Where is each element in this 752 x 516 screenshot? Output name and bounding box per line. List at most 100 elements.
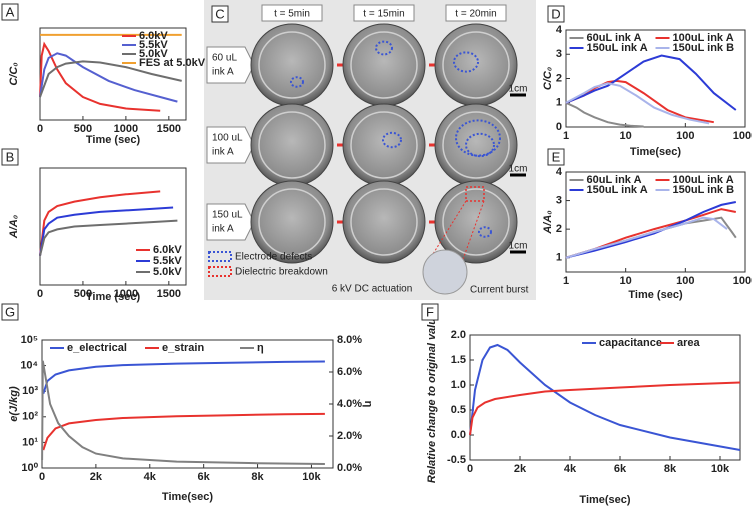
y-tick-label: 0.5 — [451, 404, 466, 416]
scale-label: 1cm — [509, 164, 528, 175]
y2-axis-label: η — [362, 401, 374, 408]
sample-electrode — [442, 188, 510, 256]
panel-letter: E — [552, 149, 561, 164]
legend-label: e_electrical — [67, 342, 127, 354]
legend-label: 6.0kV — [139, 30, 168, 42]
y-axis-label: C/C₀ — [8, 62, 20, 85]
x-tick-label: 1 — [563, 130, 569, 142]
defect-mark — [465, 132, 495, 158]
x-tick-label: 0 — [39, 471, 45, 483]
row-label: ink A — [212, 224, 234, 235]
legend-label: 150uL ink A — [587, 184, 648, 196]
y-tick-label: 10⁰ — [21, 462, 38, 474]
time-box — [353, 4, 415, 22]
panel-letter: F — [426, 304, 434, 319]
x-axis-label: Time(sec) — [162, 491, 213, 503]
series-line — [565, 101, 644, 128]
sample-photo — [250, 180, 334, 264]
legend-label: 5.5kV — [153, 255, 182, 267]
x-tick-label: 8k — [251, 471, 264, 483]
time-label: t = 15min — [363, 9, 404, 20]
panel-letter-box — [547, 148, 565, 166]
series-line — [565, 79, 714, 124]
y2-tick-label: 4.0% — [337, 398, 362, 410]
inset-connector — [427, 200, 485, 263]
legend-label: capacitance — [599, 337, 662, 349]
legend-label: 5.0kV — [153, 266, 182, 278]
legend-label: η — [257, 342, 264, 354]
y-tick-label: 2 — [556, 72, 562, 84]
legend-label: area — [677, 337, 701, 349]
x-tick-label: 10 — [620, 130, 632, 142]
time-label: t = 20min — [455, 9, 496, 20]
x-axis-label: Time (sec) — [628, 289, 683, 301]
x-tick-label: 1000 — [733, 130, 752, 142]
y-axis-label: C/C₀ — [542, 67, 554, 90]
x-axis-label: Time(sec) — [579, 494, 630, 506]
x-tick-label: 1000 — [114, 123, 138, 135]
x-tick-label: 500 — [74, 288, 92, 300]
y2-tick-label: 2.0% — [337, 430, 362, 442]
panel-letter: D — [551, 6, 560, 21]
y-axis-label: Relative change to original value — [426, 312, 438, 483]
sample-electrode — [258, 111, 326, 179]
y-tick-label: 0 — [556, 121, 562, 133]
series-line — [565, 82, 710, 125]
sample-photo — [342, 103, 426, 187]
panel-letter-box — [211, 5, 229, 23]
panel-letter: C — [215, 6, 224, 21]
series-line — [39, 190, 161, 256]
defect-mark — [453, 51, 479, 73]
time-label: t = 5min — [274, 9, 310, 20]
row-tag — [206, 126, 255, 164]
sample-electrode — [258, 31, 326, 99]
breakdown-mark — [465, 186, 485, 202]
x-tick-label: 100 — [676, 130, 694, 142]
series-line — [39, 60, 182, 98]
panel-letter-box — [547, 5, 565, 23]
y-axis-label: e(J/kg) — [8, 386, 20, 422]
y-tick-label: 2 — [556, 223, 562, 235]
y-tick-label: 0.0 — [451, 429, 466, 441]
y-tick-label: -0.5 — [447, 454, 466, 466]
y-tick-label: 4 — [556, 24, 563, 36]
series-line — [39, 52, 178, 103]
series-line — [39, 219, 178, 257]
series-line — [39, 41, 161, 112]
y2-tick-label: 8.0% — [337, 334, 362, 346]
x-tick-label: 10 — [620, 275, 632, 287]
y2-tick-label: 6.0% — [337, 366, 362, 378]
inset-photo — [422, 249, 468, 295]
legend-box-breakdown — [208, 266, 232, 277]
inset-label: Current burst — [470, 285, 529, 296]
x-tick-label: 1 — [563, 275, 569, 287]
legend-label: Dielectric breakdown — [235, 267, 328, 278]
row-label: ink A — [212, 67, 234, 78]
row-label: 100 uL — [212, 133, 243, 144]
sample-electrode — [350, 188, 418, 256]
x-tick-label: 500 — [74, 123, 92, 135]
scale-label: 1cm — [509, 241, 528, 252]
panel-letter: G — [5, 304, 15, 319]
x-tick-label: 6k — [198, 471, 211, 483]
sample-photo — [342, 180, 426, 264]
row-tag — [206, 46, 255, 84]
plot-frame — [565, 171, 746, 273]
series-line — [469, 381, 741, 436]
panel-letter-box — [1, 303, 19, 321]
sample-photo — [250, 103, 334, 187]
x-tick-label: 2k — [514, 463, 527, 475]
x-axis-label: Time (sec) — [86, 134, 141, 146]
sample-photo — [434, 180, 518, 264]
legend-label: 150uL ink B — [673, 184, 735, 196]
legend-label: 5.0kV — [139, 48, 168, 60]
y-tick-label: 3 — [556, 48, 562, 60]
legend-label: 6.0kV — [153, 244, 182, 256]
defect-mark — [455, 119, 501, 157]
defect-mark — [290, 76, 304, 88]
defect-mark — [375, 40, 393, 56]
sample-photo — [342, 23, 426, 107]
x-tick-label: 2k — [90, 471, 103, 483]
x-tick-label: 4k — [144, 471, 157, 483]
